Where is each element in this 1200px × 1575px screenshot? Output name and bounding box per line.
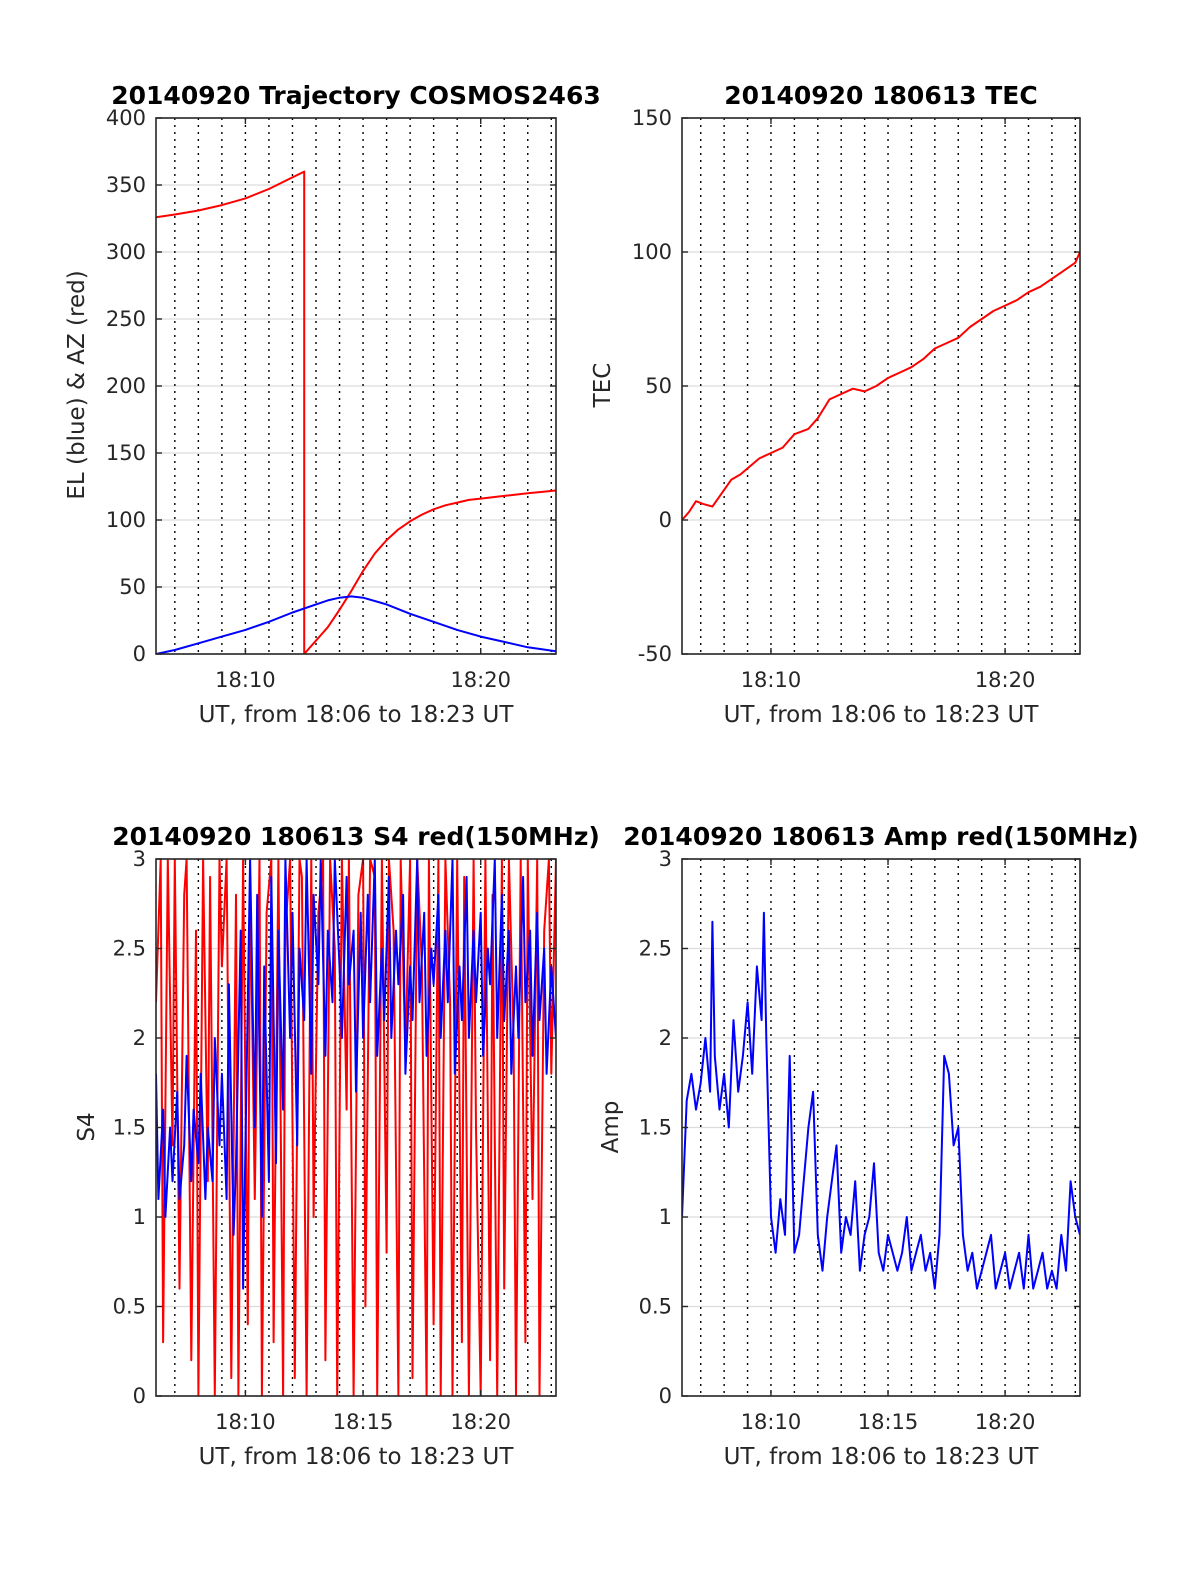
traj-series-1 [156, 595, 556, 654]
s4-series-0 [156, 859, 556, 1396]
tec-ytick-label-3: 100 [632, 240, 672, 264]
trajectory-y-axis-label: EL (blue) & AZ (red) [64, 270, 90, 499]
amp-y-axis-label: Amp [598, 1101, 624, 1154]
amp-ytick-label-1: 0.5 [639, 1295, 672, 1319]
s4-ytick-label-4: 2 [133, 1026, 146, 1050]
s4-ytick-label-5: 2.5 [113, 937, 146, 961]
s4-y-axis-label: S4 [74, 1112, 100, 1141]
trajectory-chart: 20140920 Trajectory COSMOS2463 UT, from … [64, 81, 601, 728]
traj-ytick-label-8: 400 [106, 106, 146, 130]
traj-ytick-label-1: 50 [119, 575, 146, 599]
amp-ytick-label-3: 1.5 [639, 1116, 672, 1140]
amp-series-0 [682, 911, 1080, 1290]
amp-ytick-label-4: 2 [659, 1026, 672, 1050]
traj-ytick-label-5: 250 [106, 307, 146, 331]
traj-series-0 [156, 170, 556, 654]
s4-chart-title: 20140920 180613 S4 red(150MHz) [112, 822, 600, 851]
s4-x-axis-label: UT, from 18:06 to 18:23 UT [199, 1444, 515, 1470]
s4-ytick-label-6: 3 [133, 847, 146, 871]
amp-xtick-label-0: 18:10 [741, 1410, 802, 1434]
amp-chart-title: 20140920 180613 Amp red(150MHz) [623, 822, 1139, 851]
amp-ytick-label-5: 2.5 [639, 937, 672, 961]
tec-x-axis-label: UT, from 18:06 to 18:23 UT [724, 702, 1040, 728]
s4-ytick-label-0: 0 [133, 1384, 146, 1408]
tec-ytick-label-4: 150 [632, 106, 672, 130]
s4-xtick-label-2: 18:20 [450, 1410, 511, 1434]
amp-x-axis-label: UT, from 18:06 to 18:23 UT [724, 1444, 1040, 1470]
traj-ytick-label-6: 300 [106, 240, 146, 264]
s4-ytick-label-3: 1.5 [113, 1116, 146, 1140]
amp-chart: 20140920 180613 Amp red(150MHz) UT, from… [598, 822, 1139, 1470]
tec-ytick-label-0: -50 [638, 642, 672, 666]
tec-xtick-label-0: 18:10 [741, 668, 802, 692]
traj-ytick-label-7: 350 [106, 173, 146, 197]
traj-xtick-label-0: 18:10 [215, 668, 276, 692]
amp-ytick-label-0: 0 [659, 1384, 672, 1408]
tec-ytick-label-2: 50 [645, 374, 672, 398]
trajectory-chart-title: 20140920 Trajectory COSMOS2463 [111, 81, 601, 110]
s4-xtick-label-1: 18:15 [333, 1410, 394, 1434]
s4-ytick-label-2: 1 [133, 1205, 146, 1229]
s4-ytick-label-1: 0.5 [113, 1295, 146, 1319]
s4-xtick-label-0: 18:10 [215, 1410, 276, 1434]
traj-ytick-label-0: 0 [133, 642, 146, 666]
tec-xtick-label-1: 18:20 [975, 668, 1036, 692]
amp-xtick-label-2: 18:20 [975, 1410, 1036, 1434]
amp-ytick-label-6: 3 [659, 847, 672, 871]
tec-ytick-label-1: 0 [659, 508, 672, 532]
s4-series-1 [156, 859, 556, 1290]
traj-xtick-label-1: 18:20 [450, 668, 511, 692]
tec-series-0 [682, 251, 1080, 521]
tec-y-axis-label: TEC [590, 363, 616, 409]
traj-ytick-label-4: 200 [106, 374, 146, 398]
traj-ytick-label-2: 100 [106, 508, 146, 532]
tec-chart: 20140920 180613 TEC UT, from 18:06 to 18… [590, 81, 1081, 728]
s4-chart: 20140920 180613 S4 red(150MHz) UT, from … [74, 822, 600, 1470]
traj-ytick-label-3: 150 [106, 441, 146, 465]
amp-xtick-label-1: 18:15 [858, 1410, 919, 1434]
amp-ytick-label-2: 1 [659, 1205, 672, 1229]
tec-chart-title: 20140920 180613 TEC [724, 81, 1037, 110]
trajectory-x-axis-label: UT, from 18:06 to 18:23 UT [199, 702, 515, 728]
